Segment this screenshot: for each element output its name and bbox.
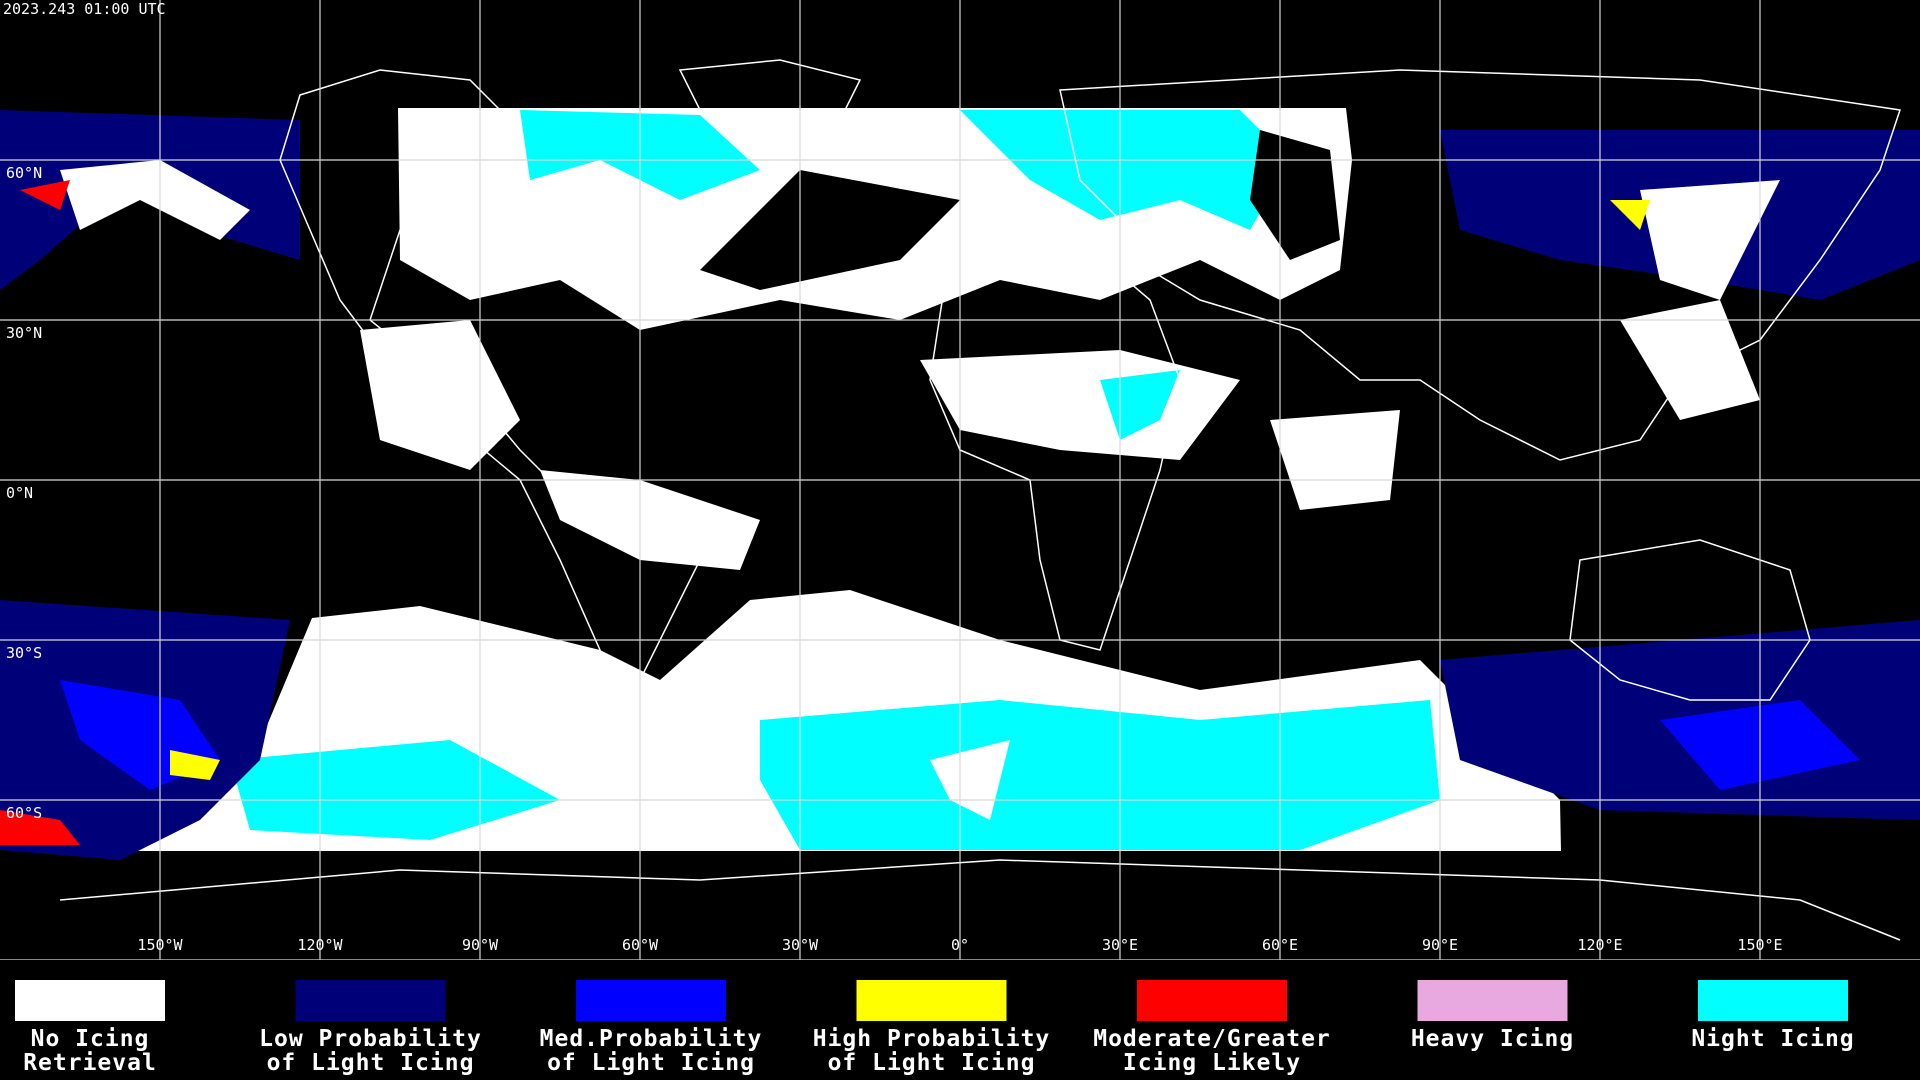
legend-label: Icing Likely (1123, 1050, 1301, 1076)
night-region (960, 110, 1290, 230)
timestamp: 2023.243 01:00 UTC (3, 0, 166, 18)
lon-label: 30°E (1102, 936, 1138, 954)
legend-label: Low Probability (259, 1026, 482, 1052)
cloud-region (60, 160, 250, 240)
legend-swatch (856, 980, 1007, 1021)
cloud-region (540, 470, 760, 570)
cloud-region (1270, 410, 1400, 510)
legend-swatch (1698, 980, 1848, 1021)
legend-swatch (576, 980, 726, 1021)
legend-label: Moderate/Greater (1093, 1026, 1331, 1052)
lat-label: 60°S (6, 804, 42, 822)
lon-label: 90°E (1422, 936, 1458, 954)
legend-label: Retrieval (23, 1050, 157, 1076)
icing-region (1610, 200, 1650, 230)
cloud-region (1620, 300, 1760, 420)
legend-label: of Light Icing (547, 1050, 755, 1076)
coastline (1059, 69, 1901, 461)
cloud-region (640, 680, 760, 850)
legend-swatch (1137, 980, 1287, 1021)
legend-label: No Icing (31, 1026, 150, 1052)
lat-label: 30°S (6, 644, 42, 662)
legend-label: Med.Probability (540, 1026, 763, 1052)
lon-label: 150°E (1737, 936, 1782, 954)
legend-label: of Light Icing (267, 1050, 475, 1076)
legend-label: Heavy Icing (1411, 1026, 1574, 1052)
legend-swatch (1417, 980, 1568, 1021)
cloud-region (1640, 180, 1780, 300)
lon-label: 60°W (622, 936, 659, 954)
cloud-gap (700, 170, 960, 290)
coastline (59, 859, 1901, 941)
lon-label: 60°E (1262, 936, 1298, 954)
icing-region (170, 750, 220, 780)
lon-label: 90°W (462, 936, 499, 954)
lon-label: 30°W (782, 936, 819, 954)
legend-swatch (295, 980, 446, 1021)
lon-label: 120°W (297, 936, 343, 954)
legend-label: of Light Icing (828, 1050, 1036, 1076)
legend-swatch (15, 980, 165, 1021)
lat-label: 60°N (6, 164, 42, 182)
lat-label: 30°N (6, 324, 42, 342)
coastline (1569, 539, 1811, 701)
lon-label: 0° (951, 936, 969, 954)
night-region (760, 700, 1440, 850)
legend-label: Night Icing (1691, 1026, 1854, 1052)
cloud-gap (1250, 130, 1340, 260)
coastline (279, 69, 701, 782)
night-region (230, 740, 560, 840)
icing-region (0, 810, 80, 845)
lon-label: 150°W (137, 936, 183, 954)
lat-label: 0°N (6, 484, 33, 502)
icing-region (20, 180, 70, 210)
lon-label: 120°E (1577, 936, 1622, 954)
coastline (678, 59, 862, 131)
legend-label: High Probability (813, 1026, 1051, 1052)
